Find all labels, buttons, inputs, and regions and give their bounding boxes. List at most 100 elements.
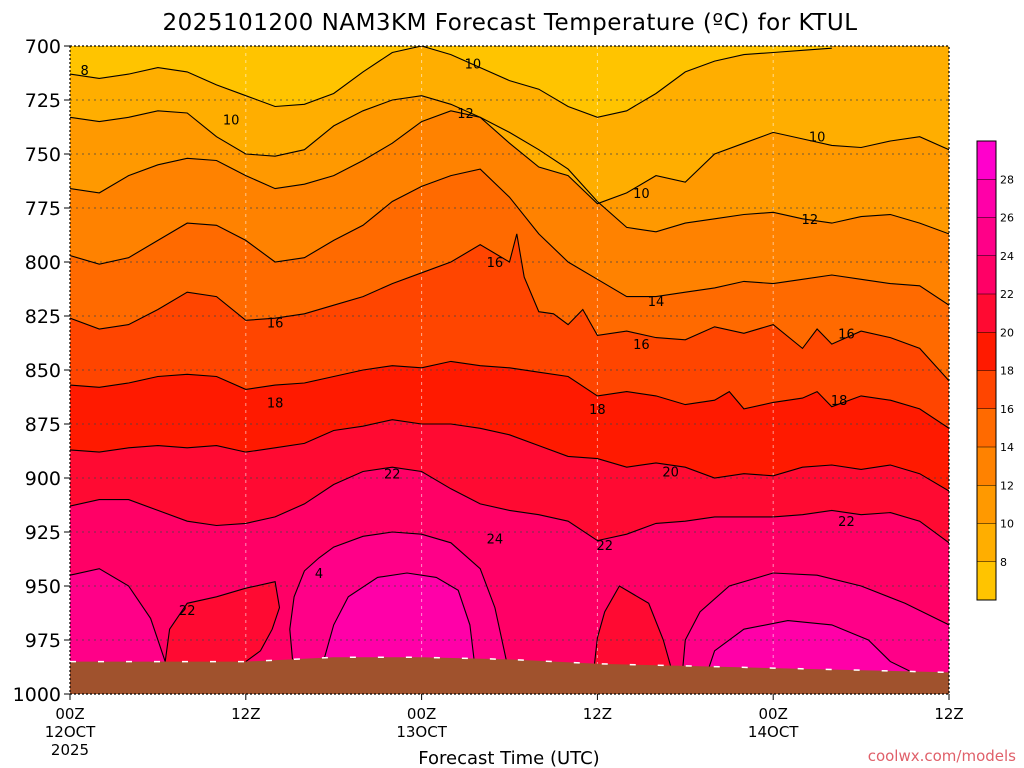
x-tick-label: 00Z [55,705,84,723]
contour-line-26 [706,620,913,673]
contour-label-text: 4 [315,567,323,582]
colorbar-swatch [977,485,996,524]
y-tick-label: 900 [25,468,61,490]
colorbar-swatch [977,370,996,409]
contour-line-26 [322,572,475,662]
contour-line-20 [70,419,949,492]
contour-label-text: 12 [457,107,474,122]
colorbar-label: 20 [1000,326,1014,339]
credit-text: coolwx.com/models [868,747,1016,765]
contour-label: 10 [223,113,240,128]
y-tick-label: 750 [25,144,61,166]
contour-label-text: 12 [802,213,819,228]
colorbar-swatch [977,255,996,294]
x-tick-label: 12Z [231,705,260,723]
contour-label-text: 10 [633,187,650,202]
contour-label-text: 16 [267,316,284,331]
contour-label: 24 [487,532,504,547]
contour-label-text: 18 [267,396,284,411]
x-tick-label: 12Z [934,705,963,723]
colorbar-swatch [977,217,996,256]
contour-label: 22 [596,539,613,554]
x-tick-label: 12Z [583,705,612,723]
contour-label-text: 10 [223,113,240,128]
y-tick-label: 950 [25,576,61,598]
colorbar-label: 26 [1000,212,1014,225]
pressure-axis: 700 725 750 775 800 825 850 875 900 925 950 975 1000 [13,36,70,706]
contour-line-22 [70,568,166,662]
colorbar-label: 22 [1000,288,1014,301]
colorbar-swatch [977,141,996,180]
x-tick-year: 2025 [51,741,89,759]
contour-line-10 [70,95,949,205]
ground [70,656,949,694]
contour-label: 10 [809,131,826,146]
colorbar-label: 12 [1000,479,1014,492]
colorbar-swatch [977,523,996,562]
contour-label-text: 10 [809,131,826,146]
contour-label-text: 22 [179,604,196,619]
x-tick-date: 12OCT [45,723,96,741]
contour-label: 20 [662,466,679,481]
contour-label: 16 [838,327,855,342]
chart-title: 2025101200 NAM3KM Forecast Temperature (… [162,10,857,36]
contour-label-text: 22 [838,515,855,530]
contour-label: 12 [802,213,819,228]
y-tick-label: 725 [25,90,61,112]
colorbar-label: 24 [1000,250,1014,263]
colorbar-label: 8 [1000,556,1007,569]
colorbar-swatch [977,408,996,447]
contour-line-22 [70,466,949,544]
contour-label-text: 20 [662,466,679,481]
contour-line-14 [70,168,949,306]
contour-label: 22 [838,515,855,530]
plot-area: 8 10 10 12 10 10 12 16 14 16 16 16 18 18 18 20 22 24 22 22 2… [70,46,949,694]
y-tick-label: 700 [25,36,61,58]
grid [70,46,949,694]
contour-label: 18 [831,394,848,409]
fill-band-cold [421,46,832,118]
contour-line-22 [164,581,281,663]
contour-lines [70,46,949,673]
contour-line-24 [289,531,508,662]
contour-line-16 [70,233,949,382]
contour-label: 16 [267,316,284,331]
contour-label-text: 24 [487,532,504,547]
y-tick-label: 850 [25,360,61,382]
contour-line-22 [593,585,672,667]
contour-label-text: 18 [589,403,606,418]
contour-label-text: 14 [648,295,665,310]
colorbar-swatch [977,561,996,600]
contour-label-text: 8 [81,64,89,79]
contour-label-text: 16 [487,256,504,271]
contour-line-18 [70,360,949,429]
colorbar-label: 28 [1000,173,1014,186]
y-tick-label: 975 [25,630,61,652]
colorbar-swatch [977,332,996,371]
contour-label-text: 10 [465,57,482,72]
colorbar-label: 14 [1000,441,1014,454]
colorbar-swatch [977,447,996,486]
y-tick-label: 825 [25,306,61,328]
y-tick-label: 800 [25,252,61,274]
y-tick-label: 1000 [13,684,61,706]
contour-label: 12 [457,107,474,122]
ground-area [70,657,949,694]
contour-label: 22 [384,468,401,483]
y-tick-label: 875 [25,414,61,436]
contour-label: 10 [465,57,482,72]
colorbar-swatch [977,179,996,218]
x-tick-date: 14OCT [748,723,799,741]
contour-line-24 [681,572,949,673]
contour-line-10 [70,46,422,108]
x-tick-label: 00Z [407,705,436,723]
colorbar-label: 18 [1000,365,1014,378]
contour-line-12 [70,110,949,235]
contour-label-text: 22 [596,539,613,554]
contour-label: 18 [589,403,606,418]
colorbar-label: 10 [1000,518,1014,531]
contour-label-text: 16 [633,338,650,353]
contour-label: 22 [179,604,196,619]
